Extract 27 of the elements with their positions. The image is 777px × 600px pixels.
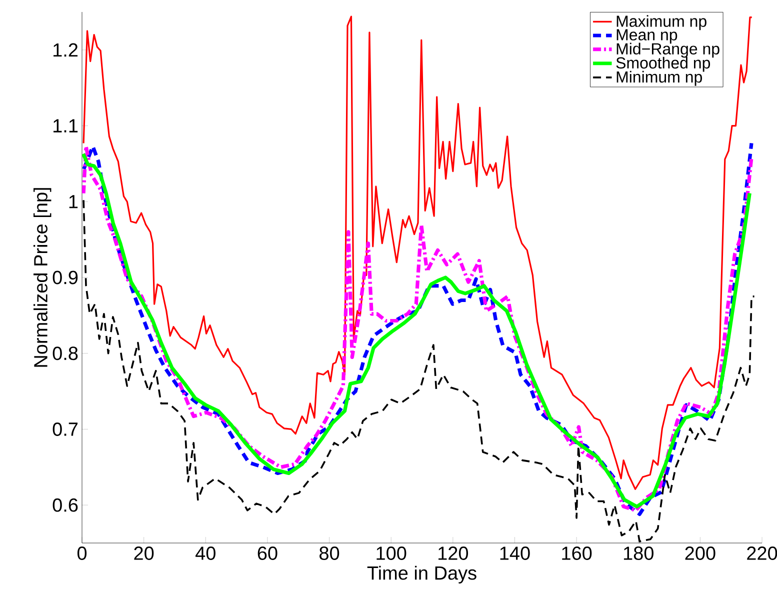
legend-label: Minimum np — [616, 70, 702, 86]
x-tick-label: 0 — [77, 546, 87, 560]
x-axis-title: Time in Days — [367, 566, 476, 584]
y-tick-label: 0.6 — [52, 498, 78, 512]
x-tick-label: 160 — [562, 546, 592, 560]
legend-label: Maximum np — [616, 15, 706, 30]
x-tick-label: 40 — [196, 546, 216, 560]
y-tick-label: 0.9 — [52, 270, 78, 284]
x-tick-label: 200 — [685, 546, 716, 560]
line-series — [82, 16, 753, 490]
x-tick-label: 220 — [747, 546, 777, 560]
legend-label: Mean np — [616, 29, 678, 44]
x-tick-label: 20 — [134, 546, 154, 560]
x-tick-label: 100 — [376, 546, 406, 560]
x-tick-label: 180 — [624, 546, 654, 560]
y-axis-title: Normalized Price [np] — [34, 188, 52, 367]
x-tick-label: 60 — [258, 546, 278, 560]
legend-label: Mid−Range np — [616, 42, 720, 58]
y-tick-label: 1.2 — [54, 43, 78, 57]
x-tick-label: 140 — [500, 546, 530, 560]
y-tick-label: 1 — [69, 195, 78, 208]
y-tick-label: 0.7 — [52, 422, 78, 436]
x-tick-label: 120 — [438, 546, 468, 560]
y-tick-label: 1.1 — [54, 119, 78, 132]
legend-label: Smoothed np — [616, 56, 710, 72]
x-tick-label: 80 — [320, 546, 340, 560]
y-tick-label: 0.8 — [52, 346, 78, 360]
